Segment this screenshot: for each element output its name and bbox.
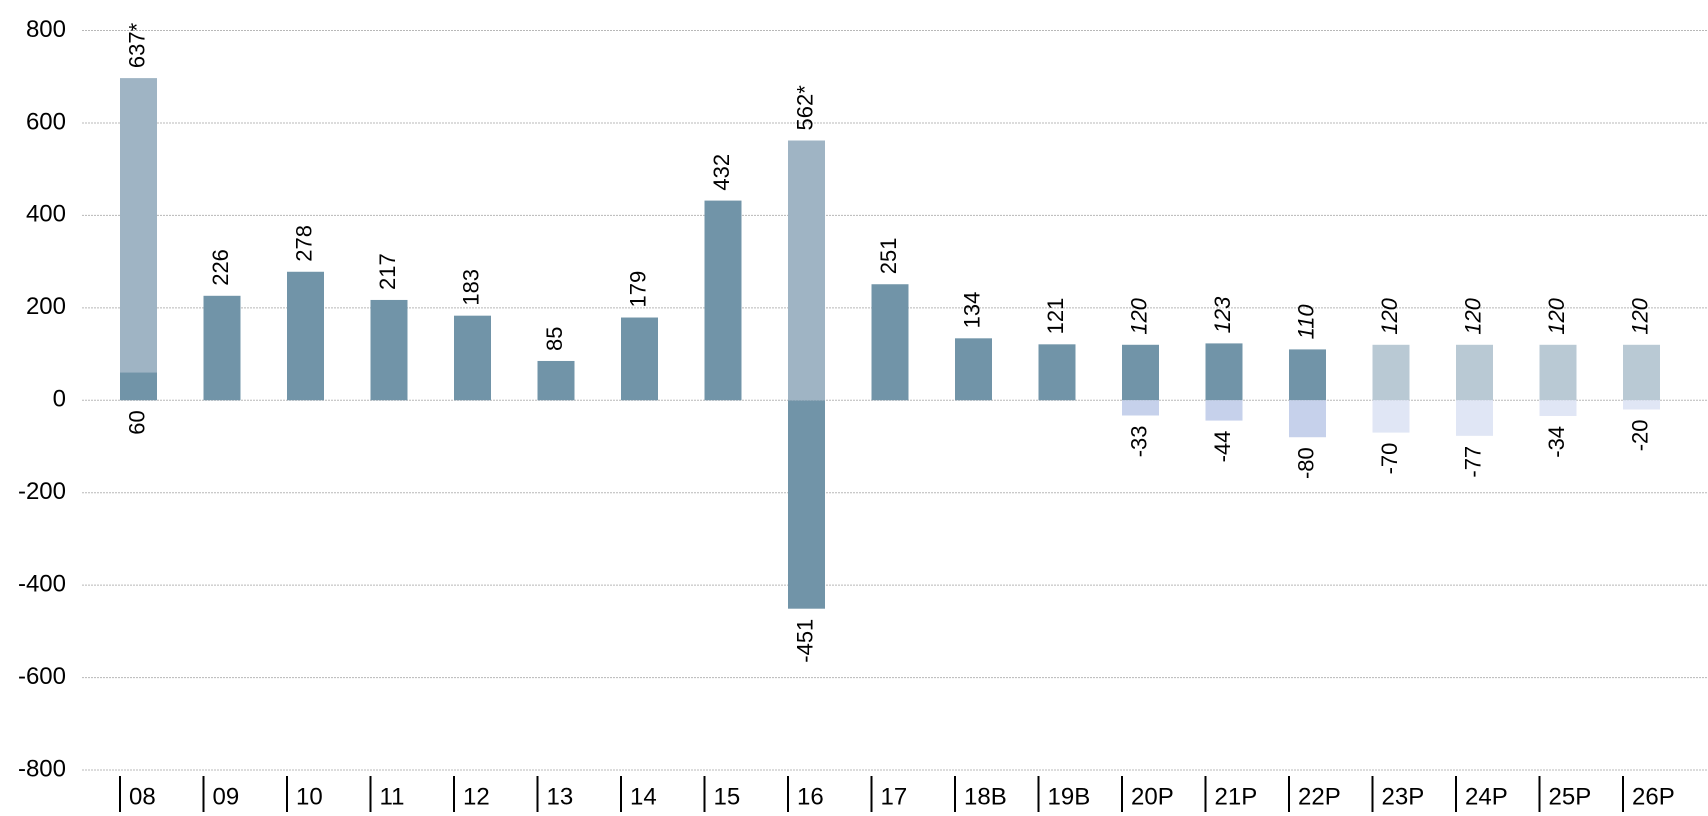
value-label: 120 [1627, 297, 1652, 334]
value-label: 120 [1460, 297, 1485, 334]
value-label: -77 [1460, 446, 1485, 478]
bar [1623, 344, 1660, 401]
value-label: -20 [1627, 419, 1652, 451]
x-tick-label: 10 [296, 783, 323, 810]
value-label: 251 [876, 238, 901, 275]
x-tick-label: 17 [881, 783, 908, 810]
bar [537, 360, 575, 401]
x-tick-label: 11 [380, 783, 405, 810]
value-label: 60 [124, 410, 149, 434]
y-tick-label: -200 [18, 478, 66, 505]
value-label: -451 [792, 619, 817, 663]
value-label: 121 [1043, 298, 1068, 335]
y-tick-label: 600 [26, 108, 66, 135]
x-tick-label: 18B [964, 783, 1007, 810]
value-label: -80 [1293, 447, 1318, 479]
y-tick-label: -800 [18, 755, 66, 782]
value-label: -33 [1126, 426, 1151, 458]
y-tick-label: 0 [53, 386, 66, 413]
x-tick-label: 25P [1549, 783, 1592, 810]
y-tick-label: 800 [26, 16, 66, 43]
bar [1372, 344, 1410, 401]
y-tick-label: 200 [26, 293, 66, 320]
bar [1038, 344, 1076, 401]
x-tick-label: 09 [213, 783, 240, 810]
bar [287, 271, 324, 401]
x-tick-label: 15 [714, 783, 741, 810]
value-label: 179 [625, 271, 650, 308]
value-label: -44 [1210, 431, 1235, 463]
bar [1122, 344, 1159, 401]
bar [788, 140, 825, 401]
bar [1456, 400, 1493, 436]
bar [120, 372, 157, 401]
bar [1122, 400, 1159, 416]
value-label: 120 [1544, 297, 1569, 334]
bar [1289, 400, 1326, 438]
x-tick-label: 23P [1382, 783, 1425, 810]
x-tick-label: 16 [797, 783, 824, 810]
x-tick-label: 20P [1131, 783, 1174, 810]
x-tick-label: 14 [630, 783, 657, 810]
bar [955, 338, 992, 401]
value-label: 432 [709, 154, 734, 191]
value-label: 217 [375, 253, 400, 290]
bar [704, 200, 742, 401]
value-label: 562* [792, 85, 817, 131]
bar [1539, 400, 1577, 416]
x-tick-label: 26P [1632, 783, 1675, 810]
x-tick-label: 21P [1215, 783, 1258, 810]
bar [1539, 344, 1577, 401]
bar [1205, 343, 1243, 401]
x-tick-label: 19B [1048, 783, 1091, 810]
bar [1623, 400, 1660, 410]
bar [1372, 400, 1410, 433]
bar [1289, 349, 1326, 401]
bar [621, 317, 658, 401]
value-label: 226 [208, 249, 233, 286]
value-label: -70 [1377, 443, 1402, 475]
value-label: 637* [124, 22, 149, 68]
x-tick-label: 12 [463, 783, 490, 810]
x-tick-label: 08 [129, 783, 156, 810]
value-label: 120 [1126, 297, 1151, 334]
x-tick-label: 13 [547, 783, 574, 810]
bar [370, 299, 408, 401]
value-label: 123 [1210, 296, 1235, 333]
bar [454, 315, 491, 401]
bar [788, 400, 825, 609]
x-tick-label: 24P [1465, 783, 1508, 810]
bar [203, 295, 241, 401]
y-tick-label: -400 [18, 570, 66, 597]
value-label: 120 [1377, 297, 1402, 334]
value-label: 85 [542, 326, 567, 350]
y-tick-label: 400 [26, 201, 66, 228]
value-label: 183 [458, 269, 483, 306]
bar [871, 284, 909, 401]
bar [120, 78, 157, 373]
value-label: -34 [1544, 426, 1569, 458]
bar [1456, 344, 1493, 401]
value-label: 278 [291, 225, 316, 262]
value-label: 134 [959, 292, 984, 329]
y-tick-label: -600 [18, 663, 66, 690]
bar [1205, 400, 1243, 421]
x-tick-label: 22P [1298, 783, 1341, 810]
value-label: 110 [1293, 304, 1318, 340]
